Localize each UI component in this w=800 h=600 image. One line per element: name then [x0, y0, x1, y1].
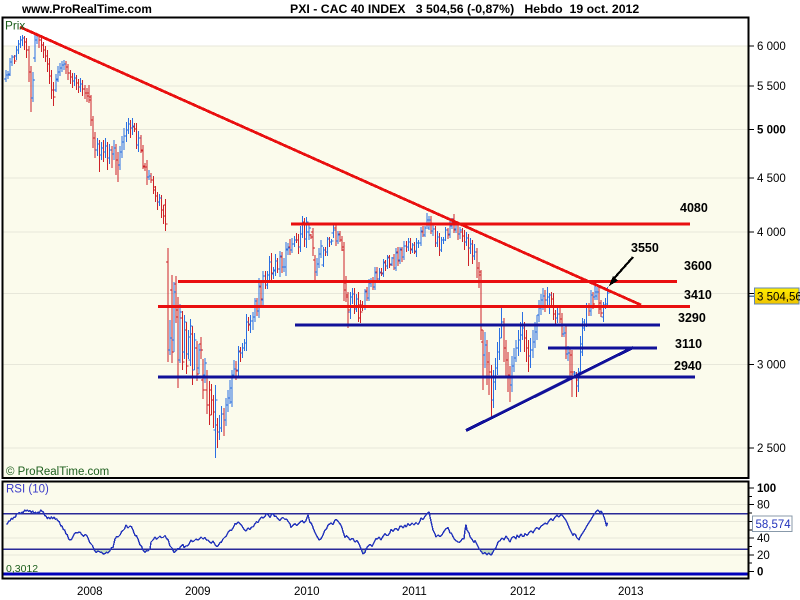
- svg-text:2013: 2013: [618, 586, 644, 598]
- svg-text:2011: 2011: [402, 586, 427, 598]
- svg-text:20: 20: [757, 550, 770, 562]
- svg-text:© ProRealTime.com: © ProRealTime.com: [6, 466, 109, 478]
- svg-text:3600: 3600: [684, 259, 712, 273]
- svg-text:3410: 3410: [684, 288, 712, 302]
- svg-text:58,574: 58,574: [756, 519, 792, 531]
- svg-text:40: 40: [757, 533, 770, 545]
- svg-text:2940: 2940: [674, 359, 702, 373]
- svg-text:0: 0: [757, 567, 763, 579]
- svg-text:0,3012: 0,3012: [6, 563, 38, 575]
- svg-text:2 500: 2 500: [757, 443, 786, 455]
- svg-text:100: 100: [757, 483, 776, 495]
- svg-text:3110: 3110: [675, 337, 702, 351]
- svg-text:www.ProRealTime.com: www.ProRealTime.com: [21, 2, 152, 16]
- svg-text:2010: 2010: [294, 586, 320, 598]
- svg-text:4 000: 4 000: [757, 227, 786, 239]
- svg-text:80: 80: [757, 500, 770, 512]
- svg-text:Prix: Prix: [5, 19, 25, 33]
- svg-text:3 000: 3 000: [757, 359, 786, 371]
- svg-text:3 504,56: 3 504,56: [757, 292, 800, 304]
- svg-text:4 500: 4 500: [757, 173, 786, 185]
- svg-text:5 500: 5 500: [757, 81, 786, 93]
- svg-text:4080: 4080: [680, 201, 708, 215]
- svg-text:2008: 2008: [77, 586, 103, 598]
- svg-text:3290: 3290: [678, 311, 706, 325]
- svg-text:5 000: 5 000: [757, 125, 786, 137]
- svg-text:2012: 2012: [510, 586, 536, 598]
- svg-text:PXI - CAC 40 INDEX 3 504,56: PXI - CAC 40 INDEX 3 504,56 (-0,87%) Heb…: [290, 2, 639, 16]
- svg-text:3550: 3550: [631, 241, 659, 255]
- svg-text:2009: 2009: [185, 586, 211, 598]
- svg-text:RSI (10): RSI (10): [6, 484, 49, 496]
- svg-text:6 000: 6 000: [757, 41, 786, 53]
